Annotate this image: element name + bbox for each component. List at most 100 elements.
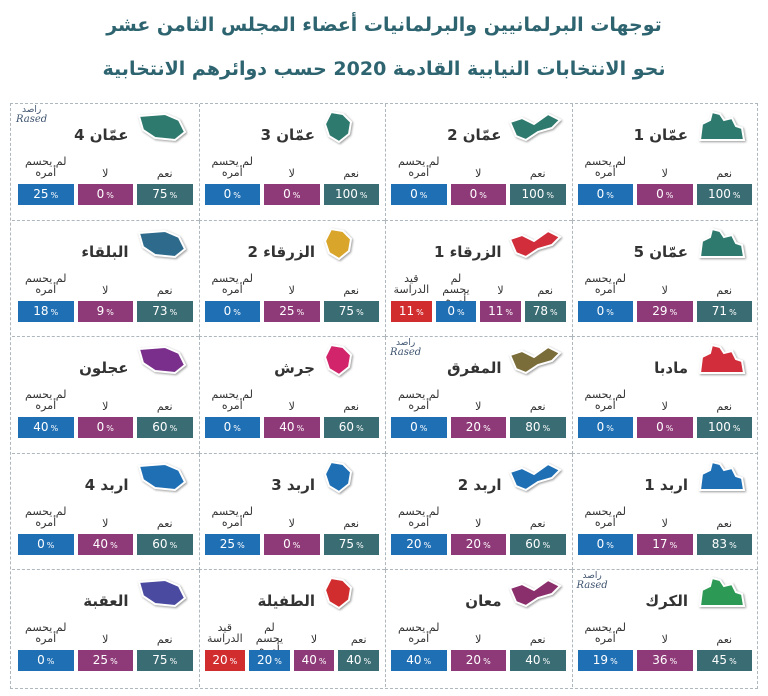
column-label-yes: نعم — [343, 516, 360, 530]
value-number: 78 — [532, 303, 549, 318]
rased-logo-ar: راصد — [395, 338, 416, 349]
value-number: 0 — [283, 187, 291, 201]
percent-sign: % — [732, 424, 741, 434]
value-number: 40 — [279, 420, 295, 435]
value-number: 0 — [223, 303, 232, 318]
value-box-no: 0% — [264, 533, 320, 555]
value-box-undecided: 25% — [204, 533, 260, 555]
district-shape — [698, 343, 746, 375]
value-number: 11 — [488, 303, 504, 318]
chart-title-line1: توجهات البرلمانيين والبرلمانيات أعضاء ال… — [106, 14, 662, 36]
value-number: 0 — [656, 187, 664, 201]
chart-title-line2: نحو الانتخابات النيابية القادمة 2020 حسب… — [102, 58, 666, 80]
value-number: 0 — [223, 420, 232, 435]
district-card: العقبة نعم 75% لا 25% لم يحسم أمره 0% — [12, 570, 199, 687]
district-card: البلقاء نعم 73% لا 9% لم يحسم أمره 18% — [12, 221, 199, 338]
value-number: 11 — [398, 303, 415, 318]
column-label-yes: نعم — [156, 167, 173, 180]
value-number: 25 — [33, 187, 49, 201]
percent-sign: % — [542, 424, 551, 434]
percent-sign: % — [274, 657, 282, 667]
value-box-undecided: 20% — [249, 650, 290, 672]
percent-sign: % — [46, 540, 55, 550]
rased-logo: راصد Rased — [16, 106, 48, 125]
value-number: 0 — [410, 420, 418, 435]
value-number: 0 — [283, 536, 291, 551]
district-grid: عمّان 1 نعم 100% لا 0% لم يحسم أمره 0% عمّان 2 نع… — [10, 103, 758, 689]
district-shape — [323, 577, 353, 610]
district-shape — [508, 112, 562, 142]
district-card: اربد 2 نعم 60% لا 20% لم يحسم أمره 20% — [385, 453, 572, 571]
value-number: 19 — [592, 653, 609, 668]
percent-sign: % — [669, 307, 678, 317]
district-map-icon — [323, 227, 353, 260]
district-map-icon — [508, 229, 562, 258]
district-name: الزرقاء 2 — [247, 242, 315, 261]
value-number: 17 — [652, 536, 668, 551]
value-box-undecided: 0% — [391, 417, 447, 439]
district-shape — [698, 227, 746, 258]
column-label-no: لا — [497, 283, 504, 297]
district-card: عمّان 2 نعم 100% لا 0% لم يحسم أمره 0% — [385, 104, 572, 221]
district-map-icon — [323, 460, 353, 494]
column-label-no: لا — [102, 167, 109, 180]
rased-logo-en: Rased — [16, 114, 48, 125]
district-shape — [698, 110, 746, 141]
value-box-undecided: 0% — [577, 533, 633, 555]
value-box-undecided: 0% — [204, 417, 260, 439]
column-label-yes: نعم — [156, 400, 173, 414]
percent-sign: % — [419, 424, 428, 434]
percent-sign: % — [483, 540, 491, 550]
district-card: جرش نعم 60% لا 40% لم يحسم أمره 0% — [198, 337, 385, 454]
percent-sign: % — [423, 540, 432, 550]
district-map-icon — [698, 227, 746, 258]
district-map-icon — [323, 577, 353, 610]
column-label-yes: نعم — [529, 400, 546, 414]
value-box-no: 0% — [264, 184, 320, 205]
value-number: 83 — [711, 536, 728, 551]
value-box-yes: 100% — [696, 417, 752, 439]
value-box-yes: 60% — [137, 417, 193, 439]
value-box-undecided: 0% — [577, 184, 633, 205]
value-number: 100 — [521, 187, 545, 201]
value-box-yes: 100% — [323, 184, 379, 205]
district-name: عجلون — [79, 359, 129, 378]
value-box-no: 11% — [480, 300, 521, 322]
percent-sign: % — [546, 191, 554, 200]
district-card: عمّان 4 راصد Rased نعم 75% لا 0% لم يحسم أمره 25% — [12, 104, 199, 221]
column-label-yes: نعم — [529, 516, 546, 530]
percent-sign: % — [483, 424, 491, 434]
value-number: 100 — [334, 187, 358, 201]
percent-sign: % — [665, 424, 674, 434]
value-number: 20 — [465, 536, 482, 551]
value-number: 60 — [152, 536, 168, 551]
value-box-undecided: 0% — [577, 417, 633, 439]
percent-sign: % — [233, 191, 241, 200]
percent-sign: % — [423, 657, 432, 667]
district-map-icon — [323, 344, 353, 377]
column-label-yes: نعم — [343, 167, 360, 180]
value-box-undecided: 0% — [577, 300, 633, 322]
district-shape — [137, 229, 186, 258]
column-label-study: قيد الدراسة — [393, 271, 430, 296]
district-map-icon — [137, 346, 186, 375]
percent-sign: % — [169, 657, 178, 667]
value-number: 80 — [525, 420, 541, 435]
value-box-undecided: 0% — [204, 300, 260, 322]
district-card: الكرك راصد Rased نعم 45% لا 36% لم يحسم أمره 19% — [571, 570, 759, 687]
value-box-undecided: 40% — [18, 417, 74, 439]
percent-sign: % — [169, 307, 178, 317]
value-box-no: 0% — [77, 184, 133, 205]
value-number: 0 — [447, 303, 455, 318]
percent-sign: % — [419, 191, 428, 200]
value-box-no: 40% — [264, 417, 320, 439]
value-box-no: 0% — [77, 417, 133, 439]
